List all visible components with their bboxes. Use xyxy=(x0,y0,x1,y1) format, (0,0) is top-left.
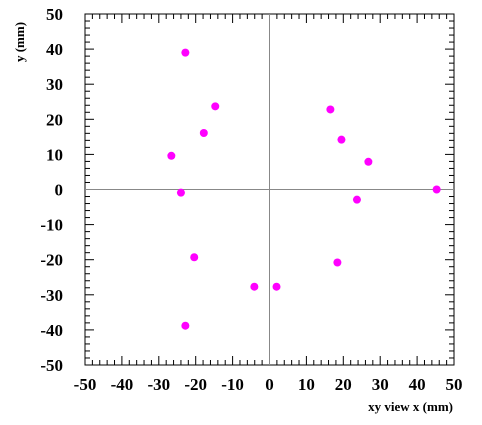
y-axis-title: y (mm) xyxy=(12,22,27,62)
data-points xyxy=(167,48,441,330)
zero-crosshair xyxy=(85,14,454,365)
y-tick-label: 10 xyxy=(46,145,63,164)
y-tick-label: -40 xyxy=(40,321,63,340)
data-point xyxy=(326,105,335,114)
x-axis-title: xy view x (mm) xyxy=(368,399,453,414)
data-point xyxy=(272,282,281,291)
x-tick-label: -10 xyxy=(221,375,244,394)
y-tick-label: -20 xyxy=(40,251,63,270)
y-tick-label: 20 xyxy=(46,110,63,129)
data-point xyxy=(199,128,208,137)
y-tick-label: 40 xyxy=(46,40,63,59)
y-tick-label: 50 xyxy=(46,5,63,24)
x-tick-label: 40 xyxy=(409,375,426,394)
x-tick-label: -30 xyxy=(147,375,170,394)
data-point xyxy=(181,48,190,57)
y-tick-label: -50 xyxy=(40,356,63,375)
y-tick-label: 30 xyxy=(46,75,63,94)
y-tick-labels: -50 -40 -30 -20 -10 0 10 20 30 40 50 xyxy=(40,5,63,375)
data-point xyxy=(352,195,361,204)
data-point xyxy=(432,185,441,194)
x-tick-label: -20 xyxy=(184,375,207,394)
data-point xyxy=(176,188,185,197)
data-point xyxy=(167,151,176,160)
x-tick-label: -50 xyxy=(74,375,97,394)
x-tick-label: 0 xyxy=(265,375,274,394)
data-point xyxy=(250,282,259,291)
data-point xyxy=(364,157,373,166)
x-tick-labels: -50 -40 -30 -20 -10 0 10 20 30 40 50 xyxy=(74,375,463,394)
y-tick-label: 0 xyxy=(55,181,64,200)
data-point xyxy=(181,321,190,330)
data-point xyxy=(337,135,346,144)
x-tick-label: 10 xyxy=(298,375,315,394)
data-point xyxy=(333,258,342,267)
data-point xyxy=(190,253,199,262)
x-tick-label: 30 xyxy=(372,375,389,394)
x-tick-label: 50 xyxy=(446,375,463,394)
y-tick-label: -30 xyxy=(40,286,63,305)
x-tick-label: -40 xyxy=(111,375,134,394)
data-point xyxy=(211,102,220,111)
x-tick-label: 20 xyxy=(335,375,352,394)
minor-ticks xyxy=(84,13,455,366)
y-tick-label: -10 xyxy=(40,216,63,235)
